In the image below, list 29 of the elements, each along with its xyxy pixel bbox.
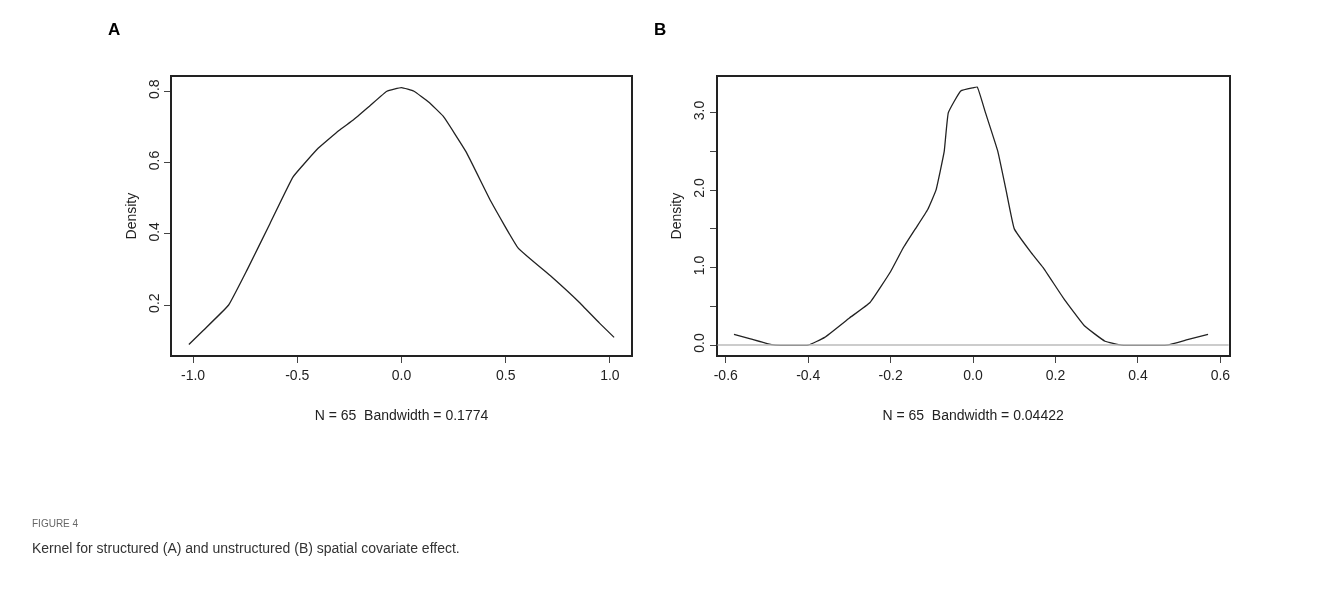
x-axis-title: N = 65 Bandwidth = 0.04422 — [882, 406, 1064, 423]
x-tick-label: -0.4 — [796, 366, 821, 383]
x-tick-label: 0.0 — [963, 366, 984, 383]
caption: FIGURE 4 — [32, 518, 79, 529]
line-series — [188, 87, 615, 346]
x-tick-label: -1.0 — [180, 366, 206, 383]
x-tick-label: -0.6 — [713, 366, 739, 383]
y-tick-label: 3.0 — [691, 100, 708, 121]
x-tick-label: 0.0 — [391, 366, 412, 383]
x-axis-title: N = 65 Bandwidth = 0.1774 — [314, 406, 489, 423]
y-tick-label: 1.0 — [691, 255, 708, 276]
y-tick-label: 0.6 — [145, 150, 162, 171]
x-tick-label: -0.5 — [285, 366, 310, 383]
y-tick-label: 0.8 — [145, 79, 162, 99]
x-tick-label: 0.4 — [1128, 366, 1148, 383]
x-tick-label: 0.2 — [1045, 366, 1066, 383]
x-tick-label: -0.2 — [878, 366, 903, 383]
y-tick-label: 0.2 — [145, 293, 162, 313]
x-tick-label: 0.5 — [495, 366, 516, 383]
y-axis-title: Density — [668, 192, 685, 240]
y-axis-title: Density — [122, 192, 139, 240]
y-tick-label: 2.0 — [691, 178, 708, 198]
text: Kernel for structured (A) and unstructured (B) spatial covariate effect. — [32, 540, 460, 556]
chart-title: A — [108, 20, 121, 39]
x-tick-label: 1.0 — [600, 366, 620, 383]
y-tick-label: 0.4 — [145, 221, 162, 242]
chart-title: B — [654, 20, 667, 39]
x-tick-label: 0.6 — [1210, 366, 1231, 383]
y-tick-label: 0.0 — [691, 333, 708, 353]
